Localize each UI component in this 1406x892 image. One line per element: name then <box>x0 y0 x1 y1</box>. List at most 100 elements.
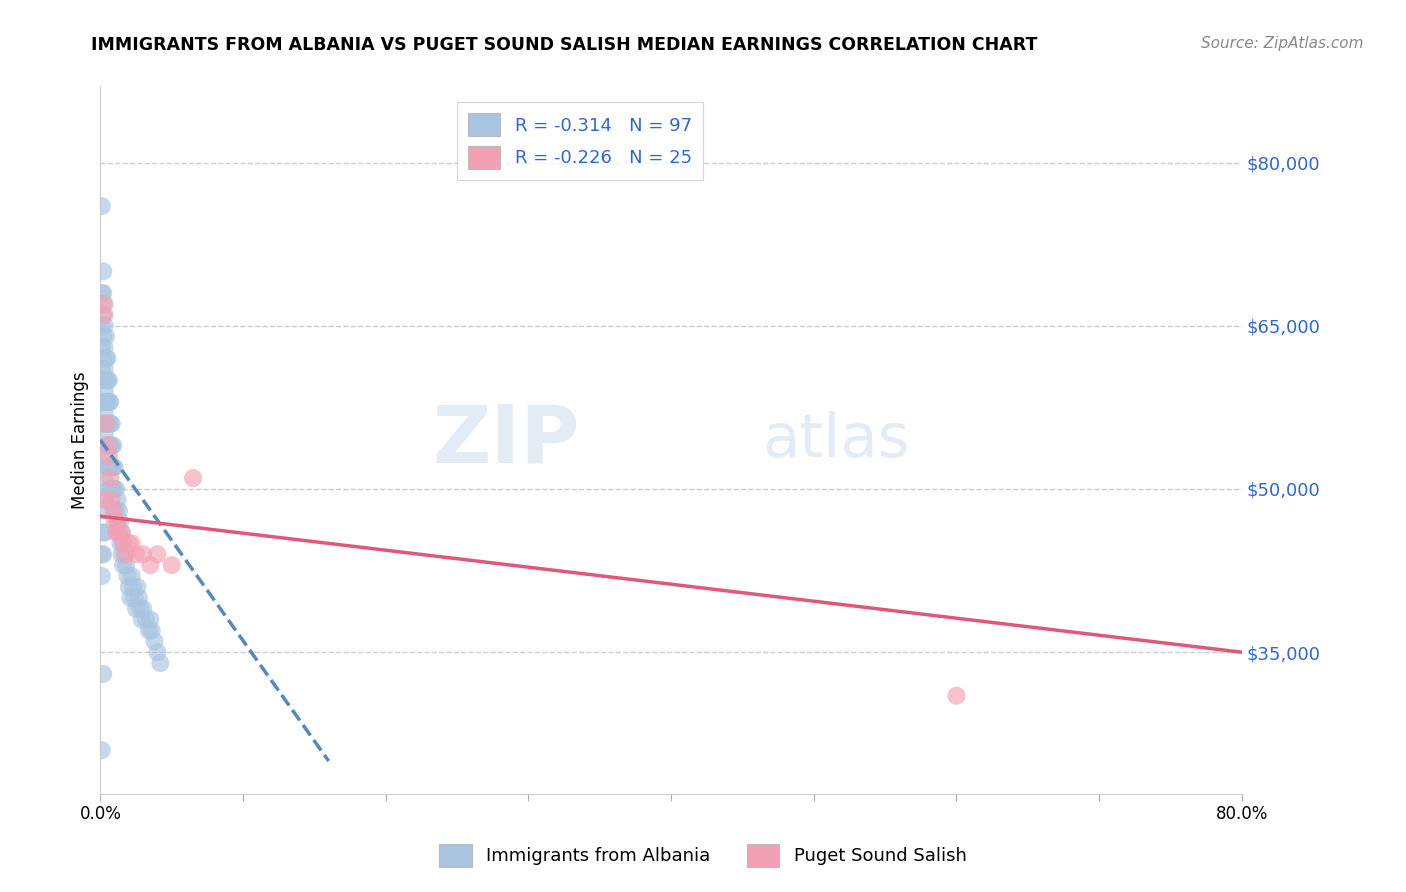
Point <box>93 318 115 333</box>
Point <box>91 329 114 343</box>
Point <box>90 362 112 376</box>
Point <box>90 199 112 213</box>
Point <box>132 601 155 615</box>
Point <box>131 613 153 627</box>
Point <box>107 492 129 507</box>
Point <box>128 591 150 605</box>
Point <box>97 417 120 431</box>
Point <box>91 417 114 431</box>
Point <box>91 351 114 366</box>
Point <box>96 351 118 366</box>
Point <box>146 547 169 561</box>
Point <box>181 471 204 485</box>
Point <box>96 395 118 409</box>
Point <box>112 536 135 550</box>
Point <box>93 471 115 485</box>
Point <box>91 286 114 301</box>
Point <box>117 569 139 583</box>
Point <box>96 373 118 387</box>
Point <box>115 558 138 573</box>
Point <box>105 525 128 540</box>
Point <box>90 547 112 561</box>
Point <box>112 536 135 550</box>
Point <box>141 624 163 638</box>
Point <box>93 384 115 398</box>
Text: atlas: atlas <box>762 410 910 469</box>
Point <box>90 318 112 333</box>
Point <box>94 395 117 409</box>
Point <box>94 417 117 431</box>
Point <box>105 504 128 518</box>
Point <box>94 373 117 387</box>
Point <box>90 743 112 757</box>
Point <box>125 601 148 615</box>
Point <box>103 504 125 518</box>
Point <box>112 558 135 573</box>
Legend: R = -0.314   N = 97, R = -0.226   N = 25: R = -0.314 N = 97, R = -0.226 N = 25 <box>457 103 703 179</box>
Point <box>103 460 125 475</box>
Point <box>93 341 115 355</box>
Point <box>90 341 112 355</box>
Point <box>98 460 121 475</box>
Point <box>93 406 115 420</box>
Point <box>90 286 112 301</box>
Point <box>91 264 114 278</box>
Point <box>105 482 128 496</box>
Point <box>91 525 114 540</box>
Point <box>98 395 121 409</box>
Point <box>93 297 115 311</box>
Point <box>98 438 121 452</box>
Point <box>96 460 118 475</box>
Point <box>121 536 143 550</box>
Point <box>125 547 148 561</box>
Point <box>93 362 115 376</box>
Point <box>103 482 125 496</box>
Point <box>129 601 152 615</box>
Point <box>100 492 122 507</box>
Point <box>94 351 117 366</box>
Point <box>93 427 115 442</box>
Point <box>124 591 146 605</box>
Point <box>93 450 115 464</box>
Point <box>111 525 134 540</box>
Point <box>110 536 132 550</box>
Point <box>93 308 115 322</box>
Point <box>98 482 121 496</box>
Point <box>97 460 120 475</box>
Point <box>90 569 112 583</box>
Point <box>143 634 166 648</box>
Point <box>127 580 149 594</box>
Point <box>115 547 138 561</box>
Point <box>93 492 115 507</box>
Point <box>135 613 157 627</box>
Point <box>94 438 117 452</box>
Point <box>100 417 122 431</box>
Point <box>110 515 132 529</box>
Point <box>107 515 129 529</box>
Point <box>91 297 114 311</box>
Point <box>118 536 141 550</box>
Point <box>97 450 120 464</box>
Point <box>139 613 162 627</box>
Point <box>100 460 122 475</box>
Text: IMMIGRANTS FROM ALBANIA VS PUGET SOUND SALISH MEDIAN EARNINGS CORRELATION CHART: IMMIGRANTS FROM ALBANIA VS PUGET SOUND S… <box>91 36 1038 54</box>
Point <box>103 438 125 452</box>
Point <box>945 689 967 703</box>
Point <box>104 460 127 475</box>
Point <box>104 504 127 518</box>
Point <box>149 656 172 670</box>
Point <box>97 373 120 387</box>
Point <box>146 645 169 659</box>
Point <box>122 580 145 594</box>
Point <box>91 308 114 322</box>
Point <box>94 417 117 431</box>
Point <box>97 482 120 496</box>
Point <box>107 515 129 529</box>
Point <box>118 580 141 594</box>
Point <box>94 329 117 343</box>
Point <box>100 438 122 452</box>
Point <box>104 515 127 529</box>
Point <box>96 438 118 452</box>
Point <box>108 525 131 540</box>
Text: ZIP: ZIP <box>433 401 579 479</box>
